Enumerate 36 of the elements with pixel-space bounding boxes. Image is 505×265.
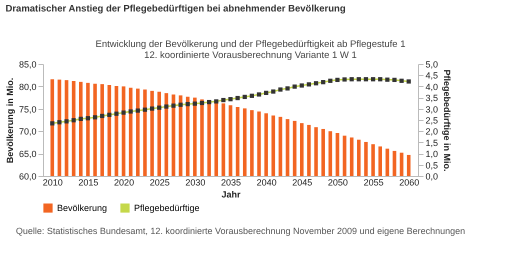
y2-tick-label: 4,5 — [426, 70, 438, 81]
source-note: Quelle: Statistisches Bundesamt, 12. koordinierte Vorausberechnung November 2009 und eigene Berechnungen — [16, 226, 466, 236]
x-tick-label: 2010 — [42, 178, 63, 188]
y-tick-label: 70,0 — [18, 126, 36, 137]
y2-axis-title: Pflegebedürftige in Mio. — [442, 69, 452, 172]
x-tick-label: 2050 — [328, 178, 348, 188]
x-tick-label: 2040 — [256, 178, 277, 188]
y2-tick-label: 5,0 — [426, 60, 438, 70]
y-tick-label: 65,0 — [18, 149, 36, 160]
y-tick-label: 60,0 — [18, 172, 36, 182]
x-tick-label: 2055 — [364, 178, 384, 188]
x-tick-label: 2015 — [78, 178, 98, 188]
y2-tick-label: 1,5 — [426, 138, 438, 148]
legend-label: Pflegebedürftige — [134, 203, 200, 214]
x-tick-label: 2025 — [150, 178, 170, 188]
x-axis-title: Jahr — [221, 190, 241, 200]
legend-label: Bevölkerung — [57, 203, 108, 214]
y2-tick-label: 0,5 — [426, 160, 438, 170]
y2-tick-label: 4,0 — [426, 82, 438, 92]
y-axis-title: Bevölkerung in Mio. — [4, 78, 15, 164]
y2-tick-label: 0,0 — [426, 172, 438, 182]
chart-title: Dramatischer Anstieg der Pflegebedürftigen bei abnehmender Bevölkerung — [5, 4, 346, 14]
y2-tick-label: 1,0 — [426, 149, 438, 160]
x-tick-label: 2030 — [185, 178, 206, 188]
chart-subtitle: Entwicklung der Bevölkerung und der Pflegebedürftigkeit ab Pflegestufe 1 12. koordinierte Vorausberechnung Variante 1 W 1 — [95, 39, 406, 61]
y-tick-label: 75,0 — [18, 104, 36, 114]
y-tick-label: 80,0 — [18, 82, 36, 92]
y2-tick-label: 2,0 — [426, 126, 438, 137]
y2-tick-label: 2,5 — [426, 116, 438, 126]
y-tick-label: 85,0 — [18, 60, 36, 70]
y2-tick-label: 3,0 — [426, 104, 438, 114]
x-tick-label: 2020 — [114, 178, 134, 188]
x-tick-label: 2060 — [399, 178, 420, 188]
x-tick-label: 2035 — [220, 178, 242, 188]
y2-tick-label: 3,5 — [426, 93, 438, 104]
x-tick-label: 2045 — [292, 178, 312, 188]
